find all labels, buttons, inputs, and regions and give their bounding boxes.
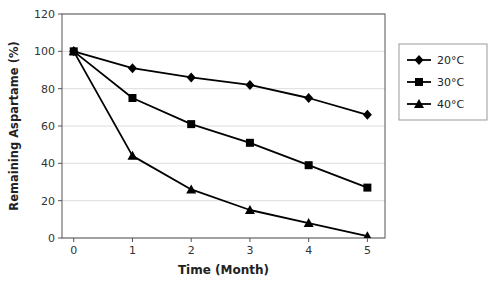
tick-label: 4 [305, 244, 312, 257]
data-point [363, 110, 372, 120]
legend-label: 30°C [437, 76, 464, 89]
tick [249, 238, 250, 242]
tick [58, 126, 62, 127]
data-point [70, 47, 78, 55]
data-point [187, 120, 195, 128]
tick-label: 20 [41, 195, 55, 208]
plot-frame [62, 14, 385, 238]
tick [58, 200, 62, 201]
chart: 0 20 40 60 80 100 120 0 1 2 3 4 5 Time (Month) Remaini… [0, 0, 500, 285]
data-point [128, 63, 137, 73]
legend-marker [414, 99, 424, 108]
tick-label: 120 [34, 8, 55, 21]
tick [308, 238, 309, 242]
tick-label: 60 [41, 120, 55, 133]
data-point [362, 231, 372, 238]
tick [58, 88, 62, 89]
tick [58, 51, 62, 52]
data-point [69, 46, 79, 55]
tick-label: 0 [70, 244, 77, 257]
tick-label: 100 [34, 45, 55, 58]
data-point [245, 205, 255, 214]
grid-line [62, 88, 385, 89]
data-point [305, 161, 313, 169]
legend: 20°C 30°C 40°C [399, 44, 487, 120]
legend-marker [415, 78, 423, 86]
data-point [127, 151, 137, 160]
tick [58, 14, 62, 15]
tick-label: 0 [48, 232, 55, 245]
data-point [246, 139, 254, 147]
x-axis-label: Time (Month) [178, 263, 269, 277]
tick [132, 238, 133, 242]
legend-box [399, 44, 487, 120]
data-point [363, 184, 371, 192]
tick [73, 238, 74, 242]
data-point [187, 72, 196, 82]
tick-label: 80 [41, 83, 55, 96]
series-line [74, 51, 368, 187]
tick-label: 3 [246, 244, 253, 257]
data-point [304, 93, 313, 103]
tick [191, 238, 192, 242]
tick-label: 1 [129, 244, 136, 257]
tick-label: 2 [188, 244, 195, 257]
grid-line [62, 126, 385, 127]
legend-label: 40°C [437, 98, 464, 111]
data-point [69, 46, 78, 56]
data-point [186, 184, 196, 193]
tick [367, 238, 368, 242]
data-point [128, 94, 136, 102]
data-point [304, 218, 314, 227]
data-point [245, 80, 254, 90]
tick [58, 163, 62, 164]
plot-area [69, 46, 373, 238]
tick-label: 5 [364, 244, 371, 257]
y-axis-label: Remaining Aspartame (%) [7, 41, 21, 210]
grid-line [62, 163, 385, 164]
tick-label: 40 [41, 157, 55, 170]
series-line [74, 51, 368, 236]
grid-line [62, 51, 385, 52]
legend-marker [415, 55, 424, 65]
legend-label: 20°C [437, 54, 464, 67]
tick [58, 238, 62, 239]
series-line [74, 51, 368, 114]
